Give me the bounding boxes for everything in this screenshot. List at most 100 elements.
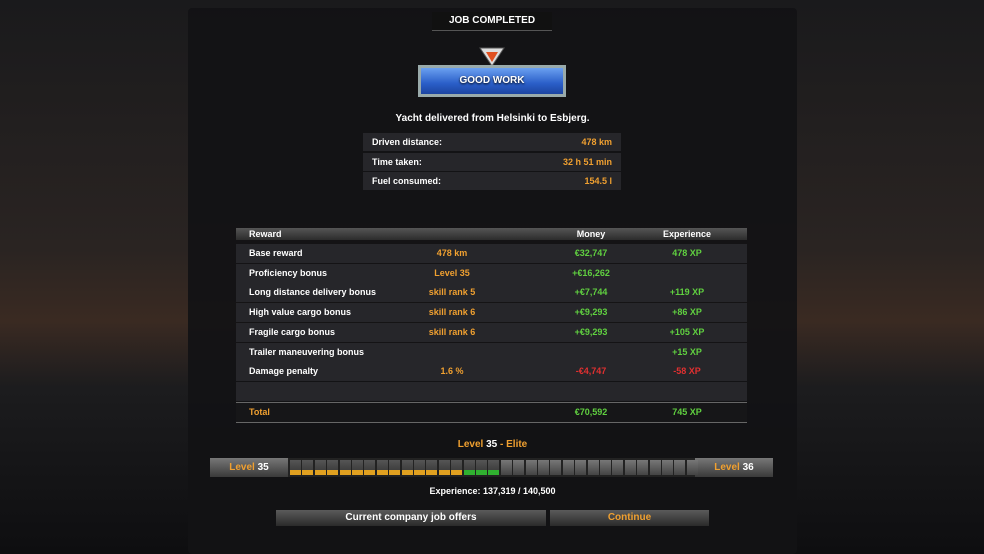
bar-segment [513,460,525,475]
table-row: Long distance delivery bonus skill rank 5… [236,283,747,303]
bar-segment [575,460,587,475]
bar-segment [438,460,450,475]
bar-segment [376,460,388,475]
level-word: Level [714,462,740,473]
table-row: Proficiency bonus Level 35 +€16,262 [236,263,747,283]
stat-label: Time taken: [372,156,422,167]
bar-segment [686,460,698,475]
stat-value: 32 h 51 min [562,156,612,167]
bar-segment [637,460,649,475]
level-number: 35 [486,439,498,450]
reward-detail: skill rank 5 [428,287,476,298]
bar-segment [662,460,673,475]
reward-name: Long distance delivery bonus [249,287,377,298]
bar-segment [600,460,611,475]
blank-row [236,381,747,401]
badge: GOOD WORK [418,65,566,97]
bar-segment [314,460,326,475]
reward-money: +€16,262 [572,267,610,278]
reward-xp: 478 XP [672,248,702,258]
reward-name: High value cargo bonus [249,307,352,318]
progress-bar: Level 35 Level 36 [210,458,773,477]
reward-money: +€9,293 [574,326,608,337]
table-header: Reward Money Experience [236,228,747,240]
bar-segment [414,460,425,475]
continue-button[interactable]: Continue [550,510,709,526]
reward-money: €32,747 [574,248,608,258]
bar-segment [290,460,301,475]
total-label: Total [249,406,270,417]
reward-money: +€7,744 [574,287,608,298]
level-rank: - Elite [500,439,528,450]
bar-segment [587,460,599,475]
bar-segment [364,460,376,475]
bar-segment [302,460,314,475]
reward-name: Damage penalty [249,366,319,377]
reward-xp: -58 XP [673,366,701,377]
stat-label: Driven distance: [372,137,443,147]
summary: Yacht delivered from Helsinki to Esbjerg… [395,113,590,124]
level-number: 36 [742,462,754,473]
bar-segment [624,460,636,475]
bar-segment [401,460,413,475]
stat-label: Fuel consumed: [372,176,442,186]
bar-segment [488,460,500,475]
bar-segment [476,460,487,475]
table-row: High value cargo bonus skill rank 6 +€9,29… [236,303,747,323]
level-word: Level [457,439,484,450]
bar-segment [649,460,661,475]
bar-segment [550,460,562,475]
reward-name: Trailer maneuvering bonus [249,346,365,357]
bar-segment [389,460,401,475]
bar-segment [612,460,624,475]
bar-segment [426,460,438,475]
level-next: Level 36 [695,458,773,477]
reward-xp: +105 XP [669,326,705,337]
reward-name: Proficiency bonus [249,267,328,278]
total-row: Total €70,592 745 XP [236,401,747,423]
reward-xp: +15 XP [672,346,702,357]
reward-detail: 478 km [436,248,468,258]
reward-name: Fragile cargo bonus [249,326,336,337]
reward-detail: 1.6 % [440,366,464,377]
column-header: Money [576,229,606,239]
reward-detail: skill rank 6 [428,307,476,318]
reward-name: Base reward [249,248,303,258]
stat-value: 478 km [581,137,612,147]
bar-segment [339,460,351,475]
stat-row: Fuel consumed: 154.5 l [363,172,621,190]
level-number: 35 [257,462,269,473]
reward-money: +€9,293 [574,307,608,318]
bar-segment [327,460,339,475]
reward-detail: Level 35 [434,267,470,278]
table-row: Damage penalty 1.6 % -€4,747 -58 XP [236,362,747,382]
column-header: Experience [662,229,712,239]
reward-xp: +119 XP [669,287,705,298]
reward-money: -€4,747 [575,366,607,377]
bar-segment [352,460,363,475]
total-money: €70,592 [574,406,608,417]
bar-segment [451,460,463,475]
bar-segment [500,460,512,475]
column-header: Reward [249,229,282,239]
bar-segment [463,460,475,475]
emblem [479,47,505,67]
title: JOB COMPLETED [432,12,552,31]
offers-button[interactable]: Current company job offers [276,510,546,526]
bar-segment [525,460,537,475]
level-current: Level 35 [210,458,288,477]
bar-segment [674,460,686,475]
reward-xp: +86 XP [672,307,702,318]
table-row: Fragile cargo bonus skill rank 6 +€9,293 +1… [236,322,747,342]
total-xp: 745 XP [672,406,702,417]
table-row: Trailer maneuvering bonus +15 XP [236,342,747,362]
level-word: Level [229,462,255,473]
experience: Experience: 137,319 / 140,500 [429,486,556,496]
bar-segment [538,460,549,475]
level-title: Level 35 - Elite [188,439,797,450]
stat-value: 154.5 l [584,176,612,186]
reward-detail: skill rank 6 [428,326,476,337]
table-row: Base reward 478 km €32,747 478 XP [236,244,747,263]
stat-row: Driven distance: 478 km [363,133,621,151]
